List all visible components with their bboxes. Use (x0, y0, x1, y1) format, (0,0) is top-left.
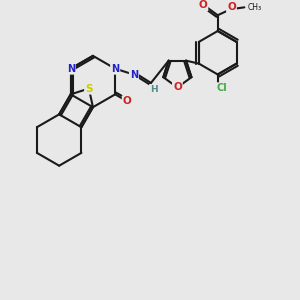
Text: Cl: Cl (216, 83, 227, 93)
Text: N: N (130, 70, 138, 80)
Text: O: O (227, 2, 236, 12)
Text: N: N (67, 64, 75, 74)
Text: H: H (150, 85, 158, 94)
Text: O: O (173, 82, 182, 92)
Text: O: O (199, 0, 207, 10)
Text: N: N (111, 64, 119, 74)
Text: O: O (123, 96, 131, 106)
Text: CH₃: CH₃ (247, 3, 261, 12)
Text: S: S (85, 83, 93, 94)
